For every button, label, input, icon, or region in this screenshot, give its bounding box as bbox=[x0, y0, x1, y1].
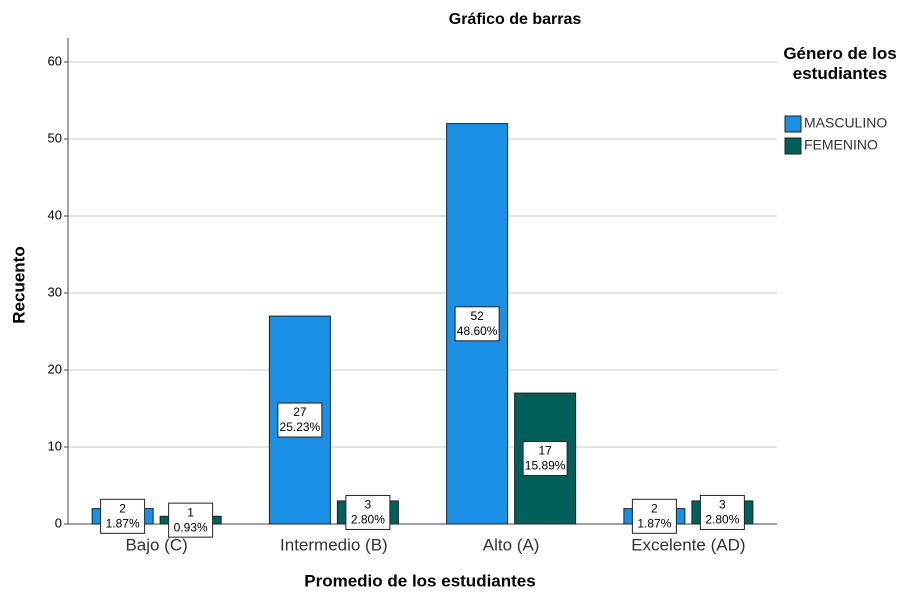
data-label: 52 bbox=[470, 309, 484, 323]
percentage-label: 2.80% bbox=[351, 513, 385, 527]
percentage-label: 48.60% bbox=[457, 324, 498, 338]
data-label-box bbox=[631, 498, 677, 534]
data-label-box bbox=[522, 441, 568, 477]
data-label: 3 bbox=[719, 498, 726, 512]
percentage-label: 1.87% bbox=[106, 516, 140, 530]
y-tick-label: 0 bbox=[55, 515, 62, 530]
legend-title: Género de los estudiantes bbox=[783, 44, 897, 83]
data-label-box bbox=[699, 494, 745, 530]
x-tick-label: Excelente (AD) bbox=[631, 535, 745, 554]
legend-label: MASCULINO bbox=[804, 115, 887, 131]
legend-label: FEMENINO bbox=[804, 137, 878, 153]
x-axis-label: Promedio de los estudiantes bbox=[304, 571, 535, 590]
data-label: 1 bbox=[187, 505, 194, 519]
data-label: 3 bbox=[365, 498, 372, 512]
percentage-label: 25.23% bbox=[280, 420, 321, 434]
percentage-label: 1.87% bbox=[637, 516, 671, 530]
y-tick-label: 40 bbox=[48, 207, 62, 222]
y-tick-label: 30 bbox=[48, 284, 62, 299]
x-tick-label: Alto (A) bbox=[483, 535, 540, 554]
legend-swatch bbox=[784, 115, 802, 133]
data-label-box bbox=[168, 502, 214, 538]
legend-swatch bbox=[784, 137, 802, 155]
y-tick-label: 60 bbox=[48, 53, 62, 68]
percentage-label: 0.93% bbox=[174, 520, 208, 534]
data-label: 17 bbox=[538, 444, 552, 458]
data-label-box bbox=[345, 494, 391, 530]
y-tick-label: 10 bbox=[48, 438, 62, 453]
y-tick-label: 50 bbox=[48, 130, 62, 145]
y-tick-label: 20 bbox=[48, 361, 62, 376]
x-tick-label: Intermedio (B) bbox=[280, 535, 388, 554]
data-label-box bbox=[454, 306, 500, 342]
data-label-box bbox=[277, 402, 323, 438]
data-label: 2 bbox=[119, 501, 126, 515]
data-label-box bbox=[100, 498, 146, 534]
data-label: 27 bbox=[293, 405, 307, 419]
chart-title: Gráfico de barras bbox=[449, 11, 582, 28]
y-axis-label: Recuento bbox=[9, 246, 28, 323]
x-tick-label: Bajo (C) bbox=[125, 535, 187, 554]
percentage-label: 2.80% bbox=[705, 513, 739, 527]
data-label: 2 bbox=[651, 501, 658, 515]
percentage-label: 15.89% bbox=[525, 459, 566, 473]
